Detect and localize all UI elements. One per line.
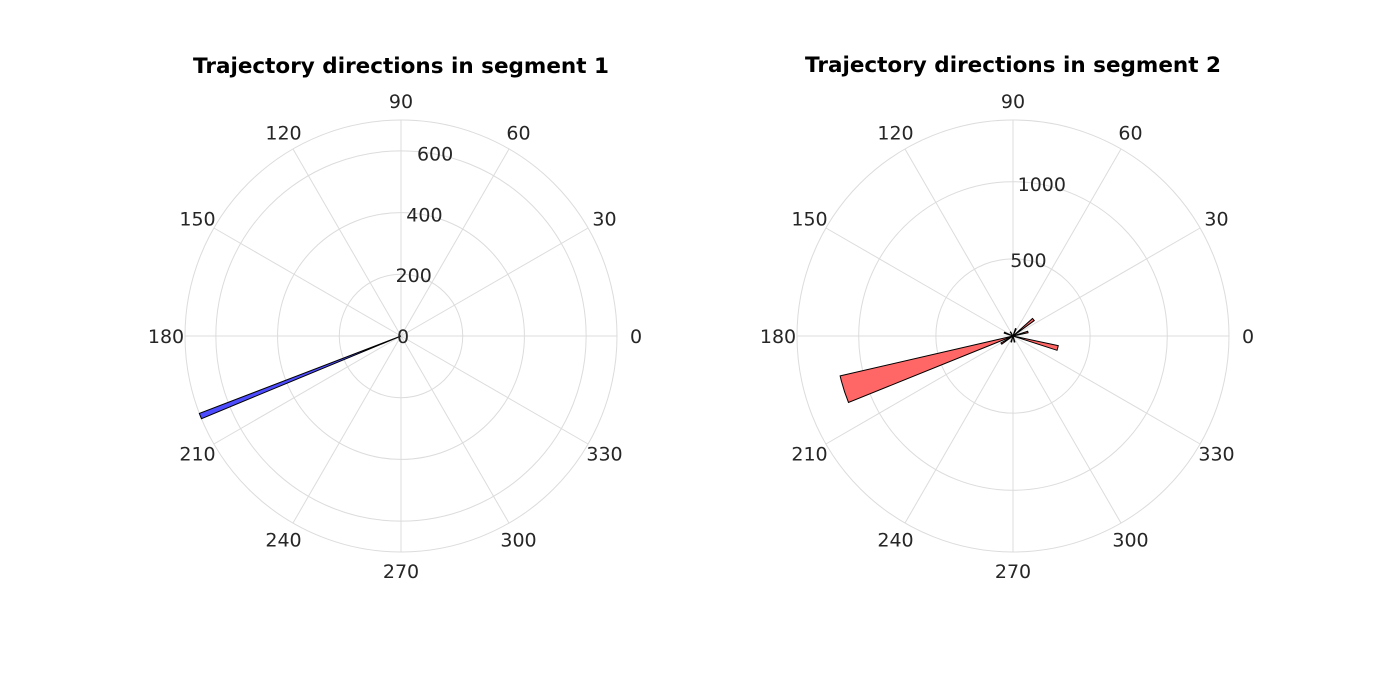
theta-tick-label: 90 xyxy=(389,91,413,113)
histogram-bar xyxy=(1010,335,1014,343)
polar-chart-segment-1: Trajectory directions in segment 1 0 30 60… xyxy=(148,54,642,583)
histogram-bar xyxy=(198,335,402,420)
histogram-bar xyxy=(1009,331,1014,337)
theta-tick-label: 120 xyxy=(265,123,301,145)
theta-tick-label: 270 xyxy=(383,561,419,583)
theta-tick-label: 210 xyxy=(179,444,215,466)
histogram-bar xyxy=(1000,335,1014,345)
theta-tick-label: 0 xyxy=(630,326,642,348)
grid-spoke xyxy=(400,227,589,337)
theta-tick-labels: 0 30 60 90 120 150 180 210 240 270 300 330 xyxy=(148,91,642,583)
theta-tick-label: 240 xyxy=(877,530,913,552)
grid-spoke xyxy=(213,335,402,445)
chart-title: Trajectory directions in segment 2 xyxy=(805,53,1221,78)
grid-spoke xyxy=(400,148,510,337)
histogram-bar xyxy=(1012,328,1017,337)
bars xyxy=(198,335,402,420)
histogram-bar xyxy=(1012,335,1059,351)
theta-tick-label: 300 xyxy=(500,530,536,552)
histogram-bar xyxy=(1003,331,1014,337)
histogram-bar xyxy=(839,335,1014,404)
r-tick-label: 0 xyxy=(397,326,409,348)
grid-spoke xyxy=(904,335,1014,524)
grid-spoke xyxy=(1012,227,1201,337)
r-tick-label: 1000 xyxy=(1018,174,1066,196)
r-tick-label: 200 xyxy=(396,265,432,287)
theta-tick-label: 60 xyxy=(1118,123,1142,145)
grid-spoke xyxy=(292,335,402,524)
theta-tick-label: 150 xyxy=(791,209,827,231)
bars xyxy=(839,317,1059,404)
histogram-bar xyxy=(1012,335,1016,343)
grid-spoke xyxy=(292,148,402,337)
polar-grid xyxy=(796,119,1230,553)
theta-tick-label: 0 xyxy=(1242,326,1254,348)
polar-grid xyxy=(184,119,618,553)
grid-spoke xyxy=(825,335,1014,445)
theta-tick-label: 330 xyxy=(1198,444,1234,466)
grid-spoke xyxy=(400,335,589,445)
grid-spoke xyxy=(904,148,1014,337)
theta-tick-label: 150 xyxy=(179,209,215,231)
grid-spoke xyxy=(400,335,510,524)
theta-tick-label: 30 xyxy=(1204,209,1228,231)
theta-tick-label: 90 xyxy=(1001,91,1025,113)
theta-tick-label: 330 xyxy=(586,444,622,466)
theta-tick-label: 60 xyxy=(506,123,530,145)
r-tick-label: 600 xyxy=(417,144,453,166)
histogram-bar xyxy=(1012,330,1029,337)
theta-tick-label: 210 xyxy=(791,444,827,466)
grid-spoke xyxy=(825,227,1014,337)
grid-spoke xyxy=(1012,335,1122,524)
grid-spoke xyxy=(213,227,402,337)
theta-tick-label: 180 xyxy=(148,326,184,348)
r-tick-labels: 500 1000 xyxy=(1010,174,1066,272)
theta-tick-label: 270 xyxy=(995,561,1031,583)
histogram-bar xyxy=(1012,317,1035,337)
r-tick-labels: 0 200 400 600 xyxy=(396,144,454,348)
polar-chart-segment-2: Trajectory directions in segment 2 0 30 60… xyxy=(760,53,1254,583)
theta-tick-label: 180 xyxy=(760,326,796,348)
theta-tick-label: 30 xyxy=(592,209,616,231)
chart-title: Trajectory directions in segment 1 xyxy=(193,54,609,79)
theta-tick-label: 240 xyxy=(265,530,301,552)
r-tick-label: 400 xyxy=(406,204,442,226)
grid-spoke xyxy=(1012,335,1201,445)
theta-tick-labels: 0 30 60 90 120 150 180 210 240 270 300 330 xyxy=(760,91,1254,583)
grid-spoke xyxy=(1012,148,1122,337)
theta-tick-label: 120 xyxy=(877,123,913,145)
theta-tick-label: 300 xyxy=(1112,530,1148,552)
r-tick-label: 500 xyxy=(1010,250,1046,272)
